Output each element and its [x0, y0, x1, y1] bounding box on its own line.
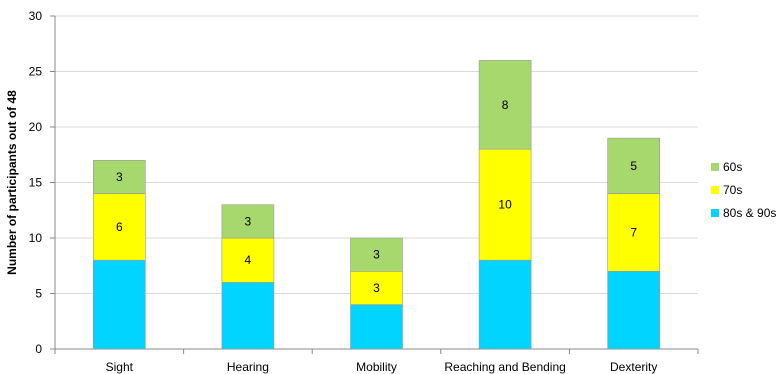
x-axis-ticks: Sight Hearing Mobility Reaching and Bending…: [54, 349, 699, 374]
y-tick-label: 30: [29, 9, 43, 23]
bar-segment: [93, 193, 146, 261]
bar-segment: [221, 282, 275, 350]
bar-segment: [478, 259, 532, 350]
bar-segment: [93, 160, 146, 194]
data-label: 6: [116, 220, 123, 234]
bar-segment: [350, 270, 403, 305]
data-label: 8: [502, 98, 509, 112]
bar-segment: [478, 60, 532, 150]
y-tick-label: 10: [29, 231, 43, 245]
x-tick-label: Sight: [106, 360, 134, 374]
bar-segment: [350, 304, 403, 350]
y-tick-label: 20: [29, 120, 43, 134]
y-tick-label: 25: [29, 65, 43, 79]
bars: 6 3 4 3 3 3 10 8 7 5: [93, 60, 661, 350]
legend-swatch: [711, 209, 719, 217]
data-label: 3: [245, 214, 252, 228]
data-label: 7: [630, 225, 637, 239]
legend-label: 80s & 90s: [723, 206, 776, 220]
x-tick-label: Dexterity: [610, 360, 657, 374]
y-tick-label: 5: [35, 287, 42, 301]
x-tick-label: Mobility: [356, 360, 397, 374]
bar-segment: [93, 259, 146, 350]
gridlines: [55, 15, 698, 294]
bar-segment: [607, 193, 661, 272]
bar-segment: [607, 137, 661, 194]
legend-label: 60s: [723, 160, 742, 174]
data-label: 3: [373, 248, 380, 262]
bar-segment: [478, 148, 532, 261]
bar-segment: [350, 237, 403, 272]
y-tick-label: 15: [29, 176, 43, 190]
legend: 60s 70s 80s & 90s: [711, 160, 776, 220]
bar-segment: [221, 204, 275, 239]
y-tick-label: 0: [35, 342, 42, 356]
x-tick-label: Reaching and Bending: [444, 360, 565, 374]
data-label: 3: [116, 170, 123, 184]
legend-label: 70s: [723, 183, 742, 197]
data-label: 5: [630, 159, 637, 173]
legend-swatch: [711, 186, 719, 194]
x-tick-label: Hearing: [227, 360, 269, 374]
y-axis-label: Number of participants out of 48: [5, 90, 19, 275]
bar-segment: [607, 270, 661, 350]
data-label: 4: [245, 253, 252, 267]
data-label: 3: [373, 281, 380, 295]
data-label: 10: [498, 198, 512, 212]
y-axis-ticks: 0 5 10 15 20 25 30: [29, 9, 698, 356]
legend-swatch: [711, 163, 719, 171]
